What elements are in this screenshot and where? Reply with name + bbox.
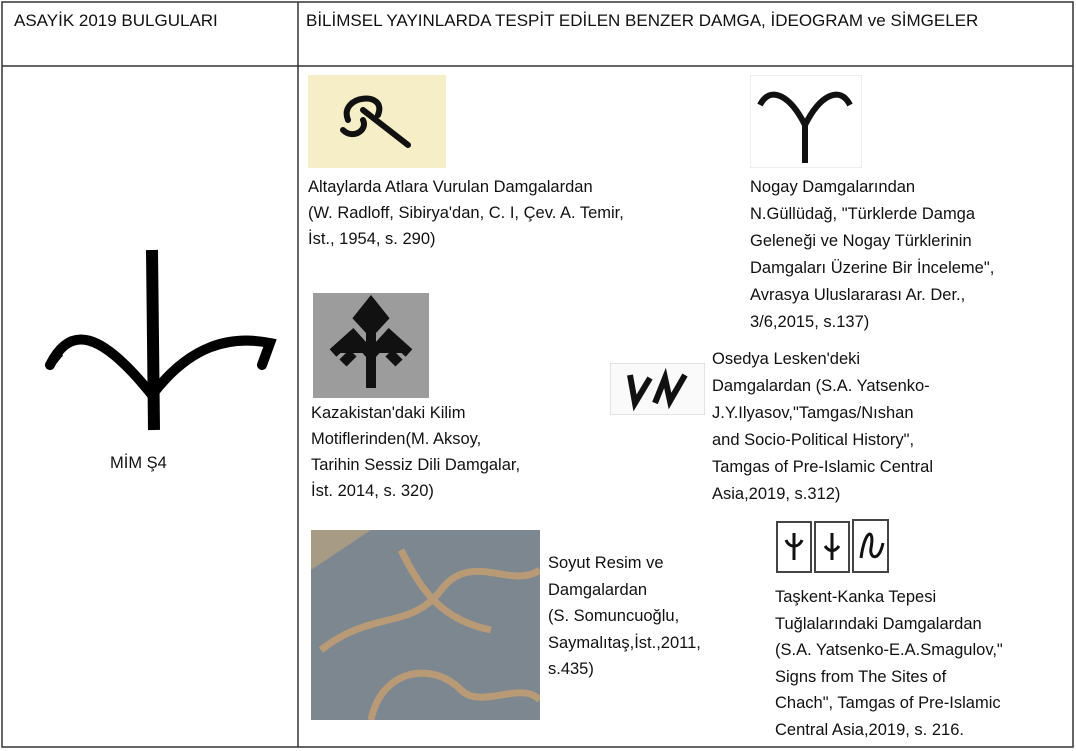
caption-line: Signs from The Sites of xyxy=(775,667,947,686)
caption-line: Altaylarda Atlara Vurulan Damgalardan xyxy=(308,178,593,196)
caption-line: Damgalardan xyxy=(548,580,648,599)
caption-line: Motiflerinden(M. Aksoy, xyxy=(311,430,482,448)
image xyxy=(610,363,705,415)
caption-line: Soyut Resim ve xyxy=(548,554,664,572)
caption-line: (W. Radloff, Sibirya'dan, C. I, Çev. A. … xyxy=(308,204,624,222)
image xyxy=(775,518,890,575)
caption-line: Kazakistan'daki Kilim xyxy=(311,404,466,422)
caption-line: Damgaları Üzerine Bir İnceleme", xyxy=(750,259,995,277)
caption-line: Tarihin Sessiz Dili Damgalar, xyxy=(311,456,521,474)
caption-line: and Socio-Political History", xyxy=(712,431,915,449)
caption-line: İst., 1954, s. 290) xyxy=(308,230,436,248)
image xyxy=(750,75,862,168)
header-cell: BİLİMSEL YAYINLARDA TESPİT EDİLEN BENZER… xyxy=(306,11,979,30)
header-cell: ASAYİK 2019 BULGULARI xyxy=(14,11,218,30)
caption-line: Geleneği ve Nogay Türklerinin xyxy=(750,232,972,250)
caption-line: Nogay Damgalarından xyxy=(750,178,916,196)
caption-line: (S.A. Yatsenko-E.A.Smagulov," xyxy=(775,641,1003,659)
caption-line: Central Asia,2019, s. 216. xyxy=(775,720,964,739)
caption-line: Osedya Lesken'deki xyxy=(712,350,861,368)
caption-line: Chach", Tamgas of Pre-Islamic xyxy=(775,694,1001,712)
finding-symbol xyxy=(45,249,277,431)
caption-line: Avrasya Uluslararası Ar. Der., xyxy=(750,286,966,304)
caption-line: J.Y.Ilyasov,"Tamgas/Nıshan xyxy=(712,404,914,422)
caption-line: 3/6,2015, s.137) xyxy=(750,313,870,331)
finding-label: MİM Ş4 xyxy=(110,454,167,472)
image xyxy=(308,75,446,168)
image xyxy=(313,293,429,398)
caption-line: Tuğlalarındaki Damgalardan xyxy=(775,614,982,633)
caption-line: Taşkent-Kanka Tepesi xyxy=(775,588,937,606)
caption-line: İst. 2014, s. 320) xyxy=(311,482,434,500)
caption-line: Damgalardan (S.A. Yatsenko- xyxy=(712,377,930,395)
caption-line: N.Güllüdağ, "Türklerde Damga xyxy=(750,205,976,223)
caption-line: Tamgas of Pre-Islamic Central xyxy=(712,458,933,476)
caption-line: Saymalıtaş,İst.,2011, xyxy=(548,633,701,652)
image xyxy=(311,530,540,720)
caption-line: (S. Somuncuoğlu, xyxy=(548,607,680,625)
caption-line: Asia,2019, s.312) xyxy=(712,485,841,503)
caption-line: s.435) xyxy=(548,660,594,678)
